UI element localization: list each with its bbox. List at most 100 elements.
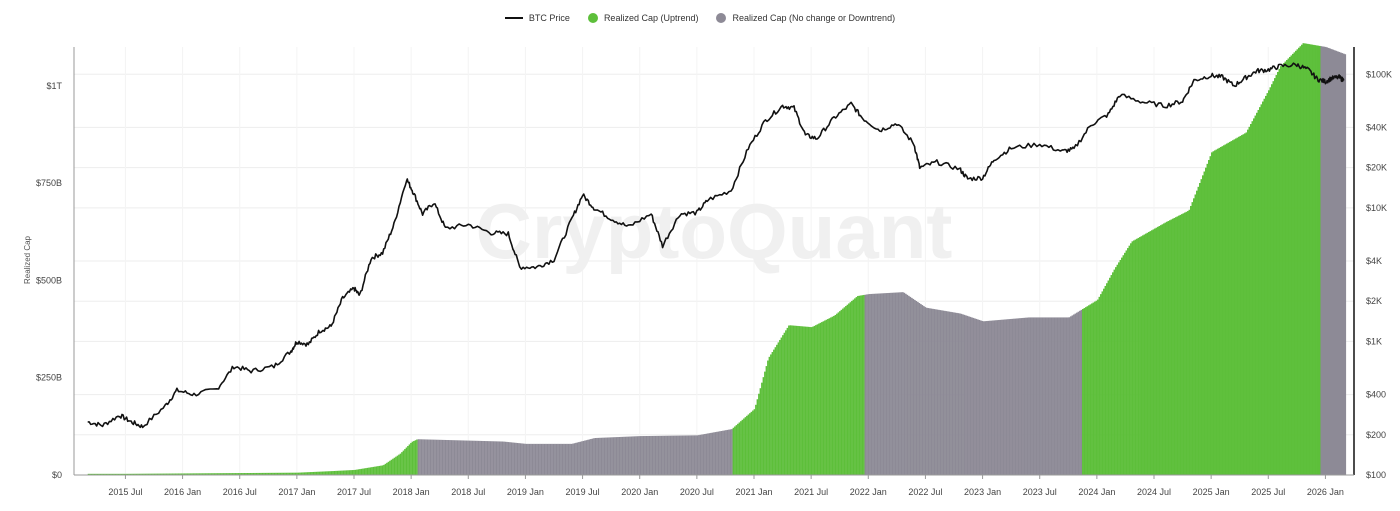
realized-cap-bar [135, 473, 138, 475]
realized-cap-bar [456, 440, 459, 475]
realized-cap-bar [674, 435, 676, 475]
realized-cap-bar [482, 440, 484, 475]
realized-cap-bar [128, 473, 130, 475]
realized-cap-bar [785, 330, 787, 475]
realized-cap-bar [150, 473, 153, 475]
realized-cap-bar [188, 473, 190, 475]
realized-cap-bar [818, 323, 820, 475]
realized-cap-bar [1253, 118, 1255, 475]
x-tick-label: 2018 Jul [451, 487, 485, 497]
realized-cap-bar [1181, 214, 1183, 475]
realized-cap-bar [923, 306, 925, 475]
realized-cap-bar [876, 293, 879, 475]
realized-cap-bar [690, 435, 693, 475]
realized-cap-bar [410, 442, 412, 475]
realized-cap-bar [189, 473, 192, 475]
realized-cap-bar [1029, 317, 1032, 475]
realized-cap-bar [1037, 317, 1039, 475]
realized-cap-bar [714, 432, 717, 475]
realized-cap-bar [969, 316, 972, 475]
realized-cap-bar [116, 473, 118, 475]
realized-cap-bar [110, 473, 112, 475]
realized-cap-bar [411, 441, 414, 475]
realized-cap-bar [255, 472, 258, 475]
realized-cap-bar [260, 472, 262, 475]
realized-cap-bar [855, 297, 858, 475]
realized-cap-bar [276, 472, 279, 475]
realized-cap-bar [1008, 319, 1011, 475]
realized-cap-bar [1206, 163, 1209, 475]
realized-cap-bar [300, 472, 303, 475]
realized-cap-bar [326, 471, 328, 475]
realized-cap-bar [258, 472, 261, 475]
realized-cap-bar [435, 439, 438, 475]
realized-cap-bar [449, 440, 451, 475]
right-tick-label: $4K [1366, 256, 1382, 266]
realized-cap-bar [983, 321, 985, 475]
left-tick-label: $500B [36, 275, 62, 285]
realized-cap-bar [119, 473, 121, 475]
realized-cap-bar [137, 473, 139, 475]
realized-cap-bar [359, 469, 361, 475]
legend-uptrend[interactable]: Realized Cap (Uptrend) [587, 13, 698, 23]
realized-cap-bar [764, 371, 766, 475]
realized-cap-bar [1323, 46, 1326, 476]
realized-cap-bar [1128, 245, 1131, 475]
realized-cap-bar [1173, 217, 1176, 475]
realized-cap-bar [1218, 147, 1221, 475]
realized-cap-bar [381, 465, 384, 475]
realized-cap-bar [1122, 255, 1125, 475]
realized-cap-bar [972, 317, 975, 475]
realized-cap-bar [750, 411, 753, 475]
realized-cap-bar [866, 294, 868, 475]
realized-cap-bar [368, 467, 370, 475]
realized-cap-bar [560, 443, 562, 475]
left-axis-title: Realized Cap [23, 235, 32, 284]
left-tick-label: $0 [52, 470, 62, 480]
realized-cap-bar [1208, 160, 1210, 475]
realized-cap-bar [294, 472, 297, 475]
legend-gray-dot-icon [716, 13, 727, 23]
realized-cap-bar [1283, 63, 1285, 476]
realized-cap-bar [129, 473, 132, 475]
legend-btc-price[interactable]: BTC Price [504, 13, 570, 23]
realized-cap-bar [513, 442, 516, 475]
realized-cap-bar [1038, 317, 1041, 475]
realized-cap-bar [363, 468, 366, 475]
realized-cap-bar [140, 473, 142, 475]
realized-cap-bar [335, 470, 337, 475]
legend-down-label: Realized Cap (No change or Downtrend) [732, 13, 896, 23]
realized-cap-bar [768, 356, 771, 475]
realized-cap-bar [984, 321, 987, 475]
realized-cap-bar [1232, 140, 1234, 475]
realized-cap-bar [443, 439, 445, 475]
realized-cap-bar [900, 292, 903, 475]
realized-cap-bar [414, 440, 417, 475]
realized-cap-bar [87, 473, 90, 475]
realized-cap-bar [206, 473, 208, 475]
realized-cap-bar [623, 436, 625, 475]
realized-cap-bar [1007, 319, 1009, 475]
realized-cap-bar [609, 437, 612, 475]
realized-cap-bar [1056, 317, 1059, 475]
realized-cap-bar [852, 299, 855, 475]
realized-cap-bar [1275, 75, 1278, 475]
realized-cap-bar [723, 430, 726, 475]
realized-cap-bar [152, 473, 154, 475]
realized-cap-bar [813, 325, 816, 475]
realized-cap-bar [474, 440, 477, 475]
realized-cap-bar [1274, 78, 1276, 475]
realized-cap-bar [677, 435, 679, 475]
realized-cap-bar [930, 308, 933, 475]
realized-cap-bar [758, 393, 760, 475]
realized-cap-bar [759, 388, 762, 475]
legend-down[interactable]: Realized Cap (No change or Downtrend) [716, 13, 895, 23]
realized-cap-bar [672, 435, 675, 475]
realized-cap-bar [744, 417, 747, 475]
realized-cap-bar [908, 295, 910, 475]
realized-cap-bar [1278, 68, 1281, 475]
realized-cap-bar [824, 320, 826, 475]
realized-cap-bar [653, 435, 655, 475]
realized-cap-bar [1242, 134, 1245, 475]
realized-cap-bar [588, 439, 591, 475]
